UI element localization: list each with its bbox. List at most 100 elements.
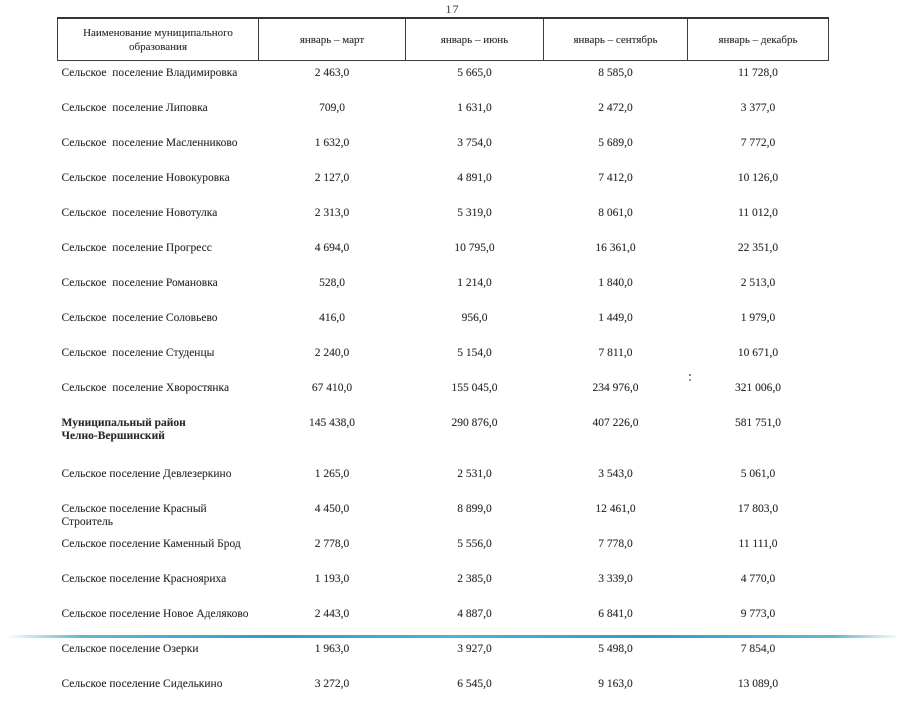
value-cell: 6 841,0 (544, 602, 688, 637)
value-cell: 407 226,0 (544, 411, 688, 462)
bottom-scan-line (10, 635, 897, 638)
value-cell: 10 671,0 (688, 341, 829, 376)
value-cell: 13 089,0 (688, 672, 829, 707)
value-cell: 3 377,0 (688, 96, 829, 131)
page-number: 17 (0, 2, 905, 17)
municipality-name: Сельское поселение Красный Строитель (58, 497, 259, 532)
value-cell: 4 694,0 (259, 236, 406, 271)
column-header-jan-dec: январь – декабрь (688, 18, 829, 61)
value-cell: 5 154,0 (406, 341, 544, 376)
value-cell: 1 214,0 (406, 271, 544, 306)
value-cell: 2 127,0 (259, 166, 406, 201)
municipality-name: Сельское поселение Масленниково (58, 131, 259, 166)
municipality-name: Сельское поселение Новое Аделяково (58, 602, 259, 637)
value-cell: 11 728,0 (688, 61, 829, 97)
municipality-name: Сельское поселение Новокуровка (58, 166, 259, 201)
value-cell: 6 545,0 (406, 672, 544, 707)
municipality-name: Сельское поселение Каменный Брод (58, 532, 259, 567)
value-cell: 581 751,0 (688, 411, 829, 462)
value-cell: 5 665,0 (406, 61, 544, 97)
value-cell: 7 772,0 (688, 131, 829, 166)
municipality-name: Муниципальный район Челно-Вершинский (58, 411, 259, 462)
value-cell: 1 631,0 (406, 96, 544, 131)
value-cell: 11 012,0 (688, 201, 829, 236)
value-cell: 2 472,0 (544, 96, 688, 131)
value-cell: 528,0 (259, 271, 406, 306)
value-cell: 2 513,0 (688, 271, 829, 306)
value-cell: 5 689,0 (544, 131, 688, 166)
value-cell: 1 979,0 (688, 306, 829, 341)
value-cell: 8 585,0 (544, 61, 688, 97)
value-cell: 3 927,0 (406, 637, 544, 672)
scan-artifact-speck (689, 374, 691, 376)
value-cell: 3 272,0 (259, 672, 406, 707)
value-cell: 7 778,0 (544, 532, 688, 567)
document-page: 17 Наименование муниципального образован… (0, 0, 905, 640)
value-cell: 9 163,0 (544, 672, 688, 707)
value-cell: 4 770,0 (688, 567, 829, 602)
column-header-municipality: Наименование муниципального образования (58, 18, 259, 61)
value-cell: 8 899,0 (406, 497, 544, 532)
column-header-jan-sep: январь – сентябрь (544, 18, 688, 61)
value-cell: 1 632,0 (259, 131, 406, 166)
municipality-name: Сельское поселение Девлезеркино (58, 462, 259, 497)
value-cell: 2 385,0 (406, 567, 544, 602)
value-cell: 11 111,0 (688, 532, 829, 567)
value-cell: 10 795,0 (406, 236, 544, 271)
value-cell: 5 061,0 (688, 462, 829, 497)
value-cell: 1 840,0 (544, 271, 688, 306)
municipality-name: Сельское поселение Липовка (58, 96, 259, 131)
value-cell: 9 773,0 (688, 602, 829, 637)
municipality-name: Сельское поселение Сиделькино (58, 672, 259, 707)
value-cell: 4 891,0 (406, 166, 544, 201)
value-cell: 145 438,0 (259, 411, 406, 462)
municipality-name: Сельское поселение Краснояриха (58, 567, 259, 602)
municipality-name: Сельское поселение Соловьево (58, 306, 259, 341)
column-header-jan-mar: январь – март (259, 18, 406, 61)
value-cell: 4 450,0 (259, 497, 406, 532)
value-cell: 16 361,0 (544, 236, 688, 271)
value-cell: 10 126,0 (688, 166, 829, 201)
value-cell: 8 061,0 (544, 201, 688, 236)
value-cell: 321 006,0 (688, 376, 829, 411)
value-cell: 2 463,0 (259, 61, 406, 97)
value-cell: 5 319,0 (406, 201, 544, 236)
value-cell: 2 240,0 (259, 341, 406, 376)
value-cell: 234 976,0 (544, 376, 688, 411)
value-cell: 956,0 (406, 306, 544, 341)
value-cell: 1 193,0 (259, 567, 406, 602)
value-cell: 7 412,0 (544, 166, 688, 201)
municipality-name: Сельское поселение Хворостянка (58, 376, 259, 411)
municipality-name: Сельское поселение Владимировка (58, 61, 259, 97)
value-cell: 2 778,0 (259, 532, 406, 567)
value-cell: 416,0 (259, 306, 406, 341)
value-cell: 3 754,0 (406, 131, 544, 166)
value-cell: 5 556,0 (406, 532, 544, 567)
value-cell: 4 887,0 (406, 602, 544, 637)
value-cell: 2 443,0 (259, 602, 406, 637)
value-cell: 7 854,0 (688, 637, 829, 672)
value-cell: 5 498,0 (544, 637, 688, 672)
municipality-name: Сельское поселение Озерки (58, 637, 259, 672)
value-cell: 2 313,0 (259, 201, 406, 236)
table-header-row: Наименование муниципального образования … (58, 18, 829, 61)
value-cell: 22 351,0 (688, 236, 829, 271)
municipality-name: Сельское поселение Студенцы (58, 341, 259, 376)
value-cell: 2 531,0 (406, 462, 544, 497)
